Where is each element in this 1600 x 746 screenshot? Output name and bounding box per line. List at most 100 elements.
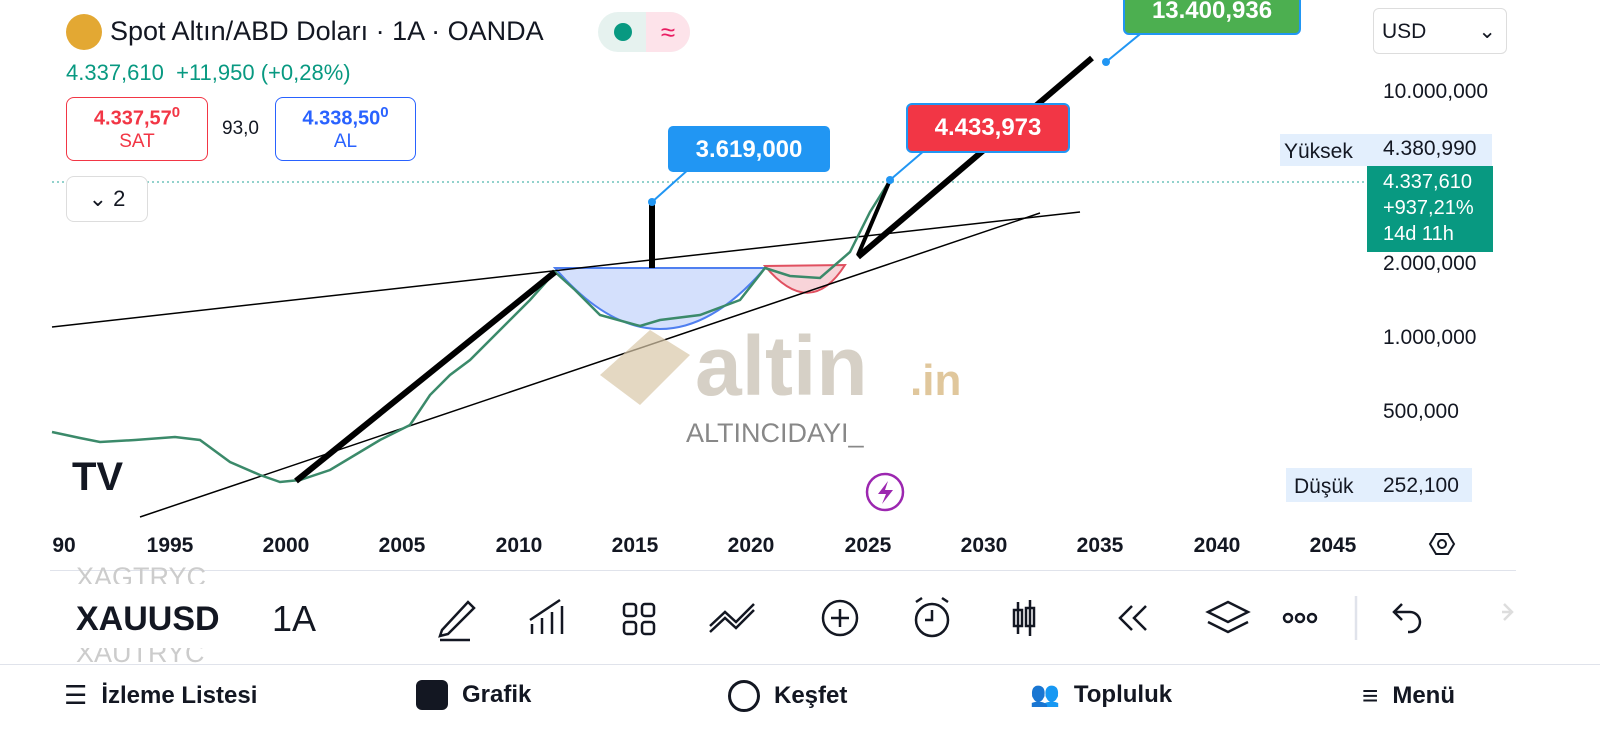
toolbar-icons (438, 596, 1514, 642)
high-value: 4.380,990 (1383, 137, 1476, 160)
drawn-line (294, 269, 557, 484)
time-axis-label: 2010 (496, 534, 543, 557)
time-axis-label: 2015 (612, 534, 659, 557)
layout-icon (622, 620, 638, 636)
time-axis-label: 2025 (845, 534, 892, 557)
layout-icon[interactable] (622, 602, 638, 618)
sell-price-small: 0 (171, 104, 181, 121)
event-icon[interactable] (865, 472, 905, 512)
time-axis-label: 2020 (728, 534, 775, 557)
sell-label: SAT (119, 130, 155, 152)
indicators-toggle[interactable]: ⌄ 2 (66, 176, 148, 222)
settings-icon-dot (1437, 539, 1447, 549)
callout-anchor (1102, 58, 1110, 66)
alert-icon-hands (915, 596, 949, 622)
icon: ☰ (64, 680, 88, 710)
draw-icon[interactable] (438, 600, 476, 642)
icon (416, 680, 448, 710)
add-icon[interactable] (821, 599, 859, 637)
indicators-count: 2 (113, 186, 126, 211)
low-box (1286, 468, 1472, 502)
redo-icon[interactable] (1502, 603, 1514, 621)
price-axis-label: 500,000 (1383, 400, 1459, 423)
symbol-next: XAUTRYC (76, 648, 205, 664)
currency-select[interactable]: USD ⌄ (1373, 8, 1507, 54)
current-box (1367, 166, 1493, 252)
high-box (1280, 134, 1492, 166)
nav-explore[interactable]: Keşfet (728, 680, 847, 712)
buy-price-small: 0 (380, 104, 389, 121)
change: +11,950 (+0,28%) (176, 60, 351, 85)
chart: 3.619,000 4.433,973 13.400,936 altin .in… (51, 0, 1493, 557)
drawn-line (856, 179, 892, 256)
more-icon[interactable] (1282, 612, 1294, 624)
divider (50, 570, 1516, 571)
buy-price: 4.338,50 (302, 107, 381, 130)
low-label: Düşük (1294, 475, 1354, 498)
compare-icon[interactable] (709, 603, 755, 633)
time-axis-label: 2005 (379, 534, 426, 557)
handle-shape (762, 263, 847, 294)
buy-button[interactable]: 4.338,500 AL (275, 97, 416, 161)
nav-label: Topluluk (1073, 680, 1173, 708)
callout-box (906, 103, 1070, 153)
watermark-suffix: .in (910, 356, 961, 405)
nav-community[interactable]: 👥 Topluluk (1030, 680, 1172, 709)
current-price: 4.337,610 (1383, 171, 1472, 193)
time-axis-label: 2000 (263, 534, 310, 557)
callout-text: 3.619,000 (696, 136, 803, 163)
divider (0, 664, 1600, 665)
icon (728, 680, 760, 712)
time-axis-label: 1995 (147, 534, 194, 557)
watermark-logo (600, 330, 690, 405)
market-open-dot (614, 23, 632, 41)
callout-box (1123, 0, 1301, 35)
time-axis-label: 2035 (1077, 534, 1124, 557)
indicators-icon[interactable] (529, 598, 564, 634)
spread: 93,0 (222, 118, 259, 139)
tv-logo: TV (72, 455, 123, 499)
callout-box (668, 126, 830, 172)
interval[interactable]: 1A (272, 598, 317, 639)
rewind-icon[interactable] (1118, 605, 1147, 631)
symbol-title: Spot Altın/ABD Doları · 1A · OANDA (110, 16, 544, 46)
layout-icon (640, 602, 656, 618)
nav-label: Menü (1392, 682, 1456, 709)
sell-price: 4.337,57 (93, 107, 172, 130)
icon: ≡ (1362, 680, 1379, 711)
time-axis-label: 90 (52, 534, 75, 557)
buy-price-wrap: 4.338,500 (276, 104, 415, 131)
nav-label: İzleme Listesi (101, 681, 258, 709)
time-axis-label: 2040 (1194, 534, 1241, 557)
layers-icon[interactable] (1205, 600, 1251, 634)
delay-icon: ≈ (646, 12, 690, 52)
sell-price-wrap: 4.337,570 (67, 104, 207, 131)
nav-menu[interactable]: ≡ Menü (1362, 680, 1455, 712)
sell-button[interactable]: 4.337,570 SAT (66, 97, 208, 161)
callout-anchor (648, 198, 656, 206)
nav-label: Grafik (462, 681, 532, 708)
callout-pointer (889, 149, 926, 181)
nav-chart[interactable]: Grafik (416, 680, 531, 710)
callout-anchor (886, 176, 894, 184)
event-icon-bolt (878, 481, 893, 504)
more-icon (1294, 612, 1306, 624)
cup-shape (552, 267, 768, 330)
more-icon (1306, 612, 1318, 624)
current-change: +937,21% (1383, 197, 1474, 219)
time-axis-label: 2030 (961, 534, 1008, 557)
price-axis-label: 2.000,000 (1383, 252, 1476, 275)
nav-watchlist[interactable]: ☰ İzleme Listesi (64, 680, 257, 711)
low-value: 252,100 (1383, 474, 1459, 497)
callout-pointer (1105, 29, 1146, 63)
watermark-author: ALTINCIDAYI_ (686, 418, 865, 448)
settings-icon[interactable] (1428, 533, 1456, 555)
status-pill[interactable]: ≈ (598, 12, 690, 52)
price-axis-label: 1.000,000 (1383, 326, 1476, 349)
alert-icon[interactable] (914, 602, 950, 638)
replay-bars-icon[interactable] (1012, 600, 1036, 636)
currency: USD (1382, 20, 1427, 43)
undo-icon[interactable] (1392, 603, 1422, 634)
symbol[interactable]: XAUUSD (76, 600, 220, 638)
